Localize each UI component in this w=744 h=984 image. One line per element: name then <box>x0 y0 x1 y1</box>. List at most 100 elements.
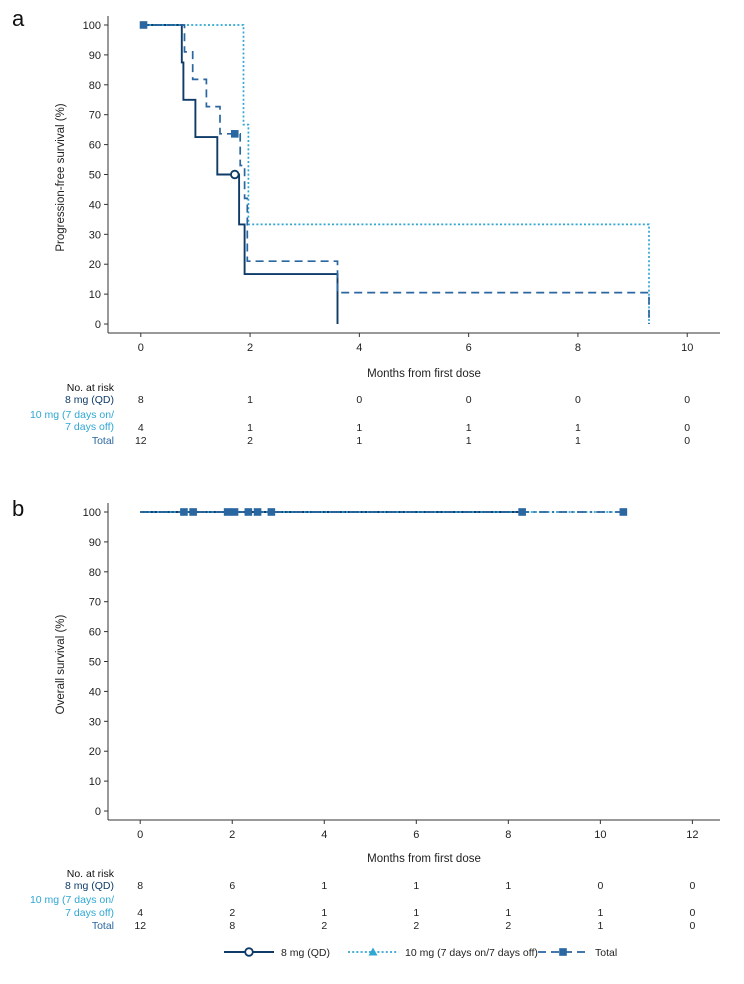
x-tick-label: 12 <box>686 829 698 841</box>
risk-value: 1 <box>505 880 511 892</box>
risk-value: 4 <box>137 907 143 919</box>
censor-mark <box>244 508 253 516</box>
risk-value: 2 <box>321 920 327 932</box>
risk-value: 1 <box>466 435 472 447</box>
y-tick-label: 70 <box>89 597 101 609</box>
risk-value: 1 <box>356 422 362 434</box>
legend-marker <box>244 947 254 957</box>
y-tick-label: 90 <box>89 537 101 549</box>
censor-mark <box>180 508 188 516</box>
censor-mark <box>267 508 276 516</box>
risk-value: 0 <box>466 394 472 406</box>
legend-item: Total <box>538 947 617 959</box>
x-tick-label: 8 <box>575 342 581 354</box>
risk-row-label: Total <box>92 435 114 447</box>
series-10-mg-7-days-on-7-days-off <box>140 24 650 324</box>
risk-value: 8 <box>137 880 143 892</box>
risk-row-label: 8 mg (QD) <box>65 394 114 406</box>
legend-marker <box>368 947 378 956</box>
risk-value: 1 <box>413 880 419 892</box>
risk-value: 0 <box>684 435 690 447</box>
risk-row-label: 7 days off) <box>65 907 114 919</box>
legend: 8 mg (QD) 10 mg (7 days on/7 days off) Tot… <box>224 947 617 959</box>
risk-value: 2 <box>505 920 511 932</box>
y-tick-label: 20 <box>89 746 101 758</box>
risk-value: 1 <box>321 880 327 892</box>
censor-mark <box>223 508 232 516</box>
risk-value: 0 <box>597 880 603 892</box>
y-tick-label: 50 <box>89 657 101 669</box>
x-axis-label: Months from first dose <box>367 368 481 380</box>
y-tick-label: 80 <box>89 567 101 579</box>
x-axis-label: Months from first dose <box>367 853 481 865</box>
y-tick-label: 10 <box>89 289 101 301</box>
series-total <box>140 508 628 516</box>
censor-mark <box>230 130 239 138</box>
risk-row-label: 7 days off) <box>65 421 114 433</box>
legend-marker <box>559 948 567 956</box>
risk-value: 1 <box>597 920 603 932</box>
risk-value: 8 <box>229 920 235 932</box>
risk-value: 12 <box>135 435 147 447</box>
risk-row-label: Total <box>92 920 114 932</box>
risk-table-title: No. at risk <box>67 868 115 880</box>
y-tick-label: 30 <box>89 229 101 241</box>
y-tick-label: 0 <box>95 806 101 818</box>
censor-mark <box>619 508 628 516</box>
risk-table-title: No. at risk <box>67 382 115 394</box>
risk-value: 1 <box>505 907 511 919</box>
x-tick-label: 2 <box>247 342 253 354</box>
y-tick-label: 60 <box>89 627 101 639</box>
legend-item: 10 mg (7 days on/7 days off) <box>348 947 538 959</box>
x-tick-label: 6 <box>413 829 419 841</box>
risk-value: 1 <box>321 907 327 919</box>
legend-label: 8 mg (QD) <box>281 947 330 959</box>
y-tick-label: 70 <box>89 110 101 122</box>
risk-value: 0 <box>356 394 362 406</box>
risk-row-label: 10 mg (7 days on/ <box>30 894 114 906</box>
censor-mark <box>253 508 262 516</box>
y-tick-label: 40 <box>89 199 101 211</box>
x-tick-label: 0 <box>137 829 143 841</box>
panel-letter: a <box>12 6 25 31</box>
x-tick-label: 6 <box>466 342 472 354</box>
risk-value: 6 <box>229 880 235 892</box>
y-tick-label: 50 <box>89 170 101 182</box>
survival-curve <box>140 24 650 324</box>
risk-value: 1 <box>356 435 362 447</box>
risk-value: 8 <box>138 394 144 406</box>
y-tick-label: 10 <box>89 776 101 788</box>
censor-mark <box>230 508 239 516</box>
risk-value: 2 <box>229 907 235 919</box>
risk-value: 4 <box>138 422 144 434</box>
x-tick-label: 10 <box>594 829 606 841</box>
risk-value: 0 <box>684 394 690 406</box>
censor-mark <box>518 508 526 516</box>
y-tick-label: 30 <box>89 716 101 728</box>
y-tick-label: 80 <box>89 80 101 92</box>
panel-letter: b <box>12 496 24 521</box>
risk-row-label: 10 mg (7 days on/ <box>30 409 114 421</box>
y-tick-label: 0 <box>95 319 101 331</box>
risk-value: 0 <box>684 422 690 434</box>
x-tick-label: 8 <box>505 829 511 841</box>
risk-value: 1 <box>247 422 253 434</box>
risk-value: 2 <box>247 435 253 447</box>
y-tick-label: 90 <box>89 50 101 62</box>
risk-value: 2 <box>413 920 419 932</box>
risk-value: 1 <box>575 435 581 447</box>
censor-mark <box>189 508 197 516</box>
legend-label: Total <box>595 947 617 959</box>
risk-value: 0 <box>689 907 695 919</box>
y-axis-label: Progression-free survival (%) <box>55 103 67 251</box>
survival-curve <box>140 24 339 324</box>
series-total <box>139 21 650 324</box>
x-tick-label: 0 <box>138 342 144 354</box>
y-tick-label: 40 <box>89 686 101 698</box>
risk-value: 0 <box>689 920 695 932</box>
